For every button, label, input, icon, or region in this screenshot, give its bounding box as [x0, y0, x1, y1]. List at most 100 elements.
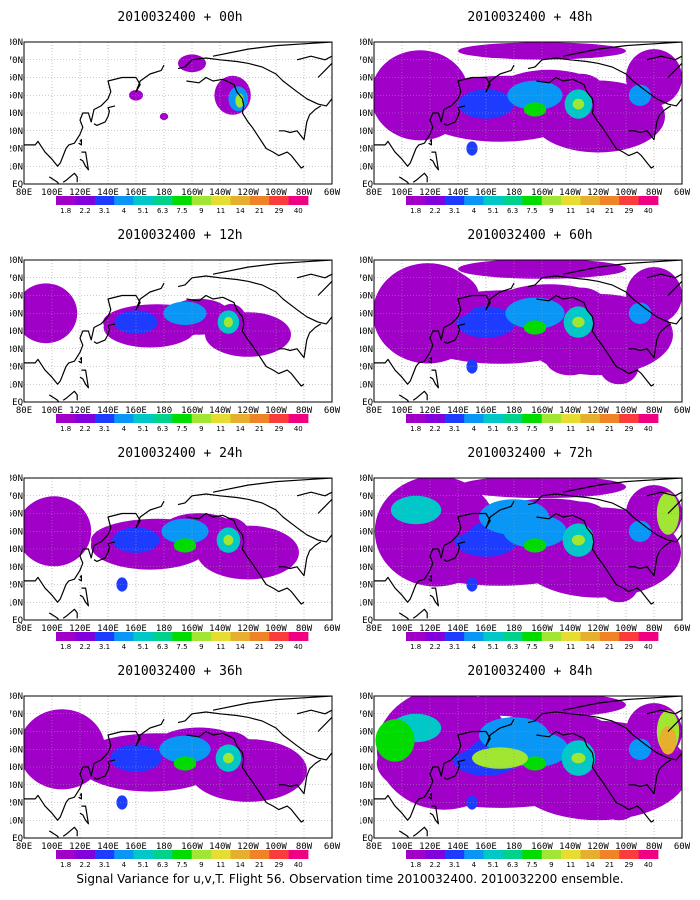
longitude-label: 160W — [181, 842, 203, 852]
colorbar-swatch — [269, 632, 289, 641]
colorbar-label: 40 — [644, 425, 653, 433]
graticule — [374, 260, 682, 402]
colorbar-swatch — [191, 414, 212, 423]
signal-contour — [390, 495, 442, 525]
latitude-label: 50N — [360, 91, 373, 101]
map-panel: 2010032400 + 12h 80E 100E 120E 140E 160E 180 16… — [10, 218, 350, 436]
signal-contour — [161, 518, 209, 544]
colorbar-swatch — [425, 632, 446, 641]
coastline — [374, 478, 682, 620]
colorbar-label: 29 — [624, 643, 633, 651]
colorbar-label: 21 — [255, 425, 264, 433]
colorbar-label: 5.1 — [138, 643, 149, 651]
latitude-label: EQ — [12, 180, 23, 190]
latitude-label: EQ — [12, 398, 23, 408]
longitude-label: 60W — [324, 842, 341, 852]
latitude-label: 80N — [10, 692, 23, 702]
colorbar-swatch — [464, 414, 484, 423]
longitude-label: 160W — [181, 188, 203, 198]
longitude-label: 100W — [615, 188, 637, 198]
colorbar-label: 7.5 — [526, 425, 537, 433]
latitude-label: 60N — [360, 510, 373, 520]
latitude-label: 50N — [360, 527, 373, 537]
colorbar-label: 14 — [236, 643, 245, 651]
colorbar-swatch — [191, 196, 212, 205]
panel-title: 2010032400 + 84h — [467, 664, 593, 679]
colorbar-label: 9 — [199, 861, 203, 869]
latitude-label: 50N — [10, 745, 23, 755]
latitude-label: 20N — [360, 581, 373, 591]
colorbar-swatch — [638, 632, 659, 641]
longitude-label: 160E — [125, 188, 147, 198]
latitude-label: 30N — [10, 345, 23, 355]
colorbar-label: 11 — [566, 643, 575, 651]
signal-contour — [223, 316, 233, 328]
colorbar-swatch — [502, 414, 523, 423]
colorbar-label: 2.2 — [80, 425, 91, 433]
longitude-label: 120W — [237, 624, 259, 634]
colorbar-label: 14 — [586, 861, 595, 869]
latitude-label: 20N — [360, 363, 373, 373]
latitude-label: 50N — [10, 527, 23, 537]
latitude-label: 30N — [360, 781, 373, 791]
colorbar-swatch — [191, 850, 212, 859]
map-panel: 2010032400 + 36h 80E 100E 120E 140E 160E 180 16… — [10, 654, 350, 872]
longitude-label: 80W — [296, 624, 313, 634]
graticule — [374, 42, 682, 184]
colorbar: 1.8 2.2 3.1 4 5.1 6.3 7.5 9 11 14 21 29 40 — [406, 850, 659, 869]
latitude-label: 10N — [10, 162, 23, 172]
latitude-label: 30N — [360, 563, 373, 573]
longitude-label: 60W — [324, 188, 341, 198]
longitude-label: 80E — [16, 624, 32, 634]
colorbar-label: 5.1 — [138, 861, 149, 869]
colorbar-swatch — [483, 196, 504, 205]
colorbar-swatch — [94, 196, 115, 205]
map-frame — [373, 41, 683, 185]
colorbar-swatch — [580, 850, 601, 859]
map-figure: 80E 100E 120E 140E 160E 180 160W 140W 120W 100W 80… — [10, 474, 341, 651]
colorbar-label: 29 — [274, 425, 283, 433]
colorbar-label: 40 — [294, 861, 303, 869]
signal-contour — [466, 141, 478, 156]
colorbar-swatch — [502, 632, 523, 641]
colorbar-swatch — [114, 414, 134, 423]
signal-contour — [572, 98, 585, 110]
colorbar-label: 6.3 — [507, 861, 518, 869]
colorbar-label: 29 — [624, 207, 633, 215]
signal-contour — [112, 527, 160, 553]
latitude-label: 40N — [10, 109, 23, 119]
colorbar-label: 1.8 — [410, 425, 421, 433]
colorbar-swatch — [522, 850, 543, 859]
map-frame — [23, 259, 333, 403]
signal-variance-field — [129, 54, 251, 121]
colorbar-label: 7.5 — [176, 643, 187, 651]
signal-contour — [544, 557, 596, 594]
figure-caption: Signal Variance for u,v,T. Flight 56. Ob… — [76, 872, 624, 886]
colorbar-label: 11 — [216, 861, 225, 869]
colorbar-swatch — [406, 414, 426, 423]
latitude-label: EQ — [12, 834, 23, 844]
colorbar-swatch — [56, 414, 76, 423]
colorbar-label: 2.2 — [430, 207, 441, 215]
signal-contour — [599, 784, 639, 821]
longitude-label: 140W — [209, 842, 231, 852]
colorbar-swatch — [114, 850, 134, 859]
colorbar-label: 11 — [216, 425, 225, 433]
colorbar-swatch — [249, 850, 270, 859]
latitude-label: EQ — [12, 616, 23, 626]
colorbar-label: 5.1 — [488, 425, 499, 433]
graticule — [374, 478, 682, 620]
longitude-label: 80E — [366, 842, 382, 852]
signal-contour — [466, 795, 478, 810]
colorbar-swatch — [483, 850, 504, 859]
longitude-label: 80W — [646, 406, 663, 416]
signal-contour — [599, 566, 639, 603]
latitude-label: 10N — [10, 816, 23, 826]
longitude-label: 140W — [209, 188, 231, 198]
colorbar-swatch — [580, 196, 601, 205]
colorbar-label: 1.8 — [60, 861, 71, 869]
signal-contour — [223, 534, 234, 546]
colorbar-swatch — [172, 850, 193, 859]
latitude-label: EQ — [362, 616, 373, 626]
colorbar-label: 5.1 — [138, 207, 149, 215]
